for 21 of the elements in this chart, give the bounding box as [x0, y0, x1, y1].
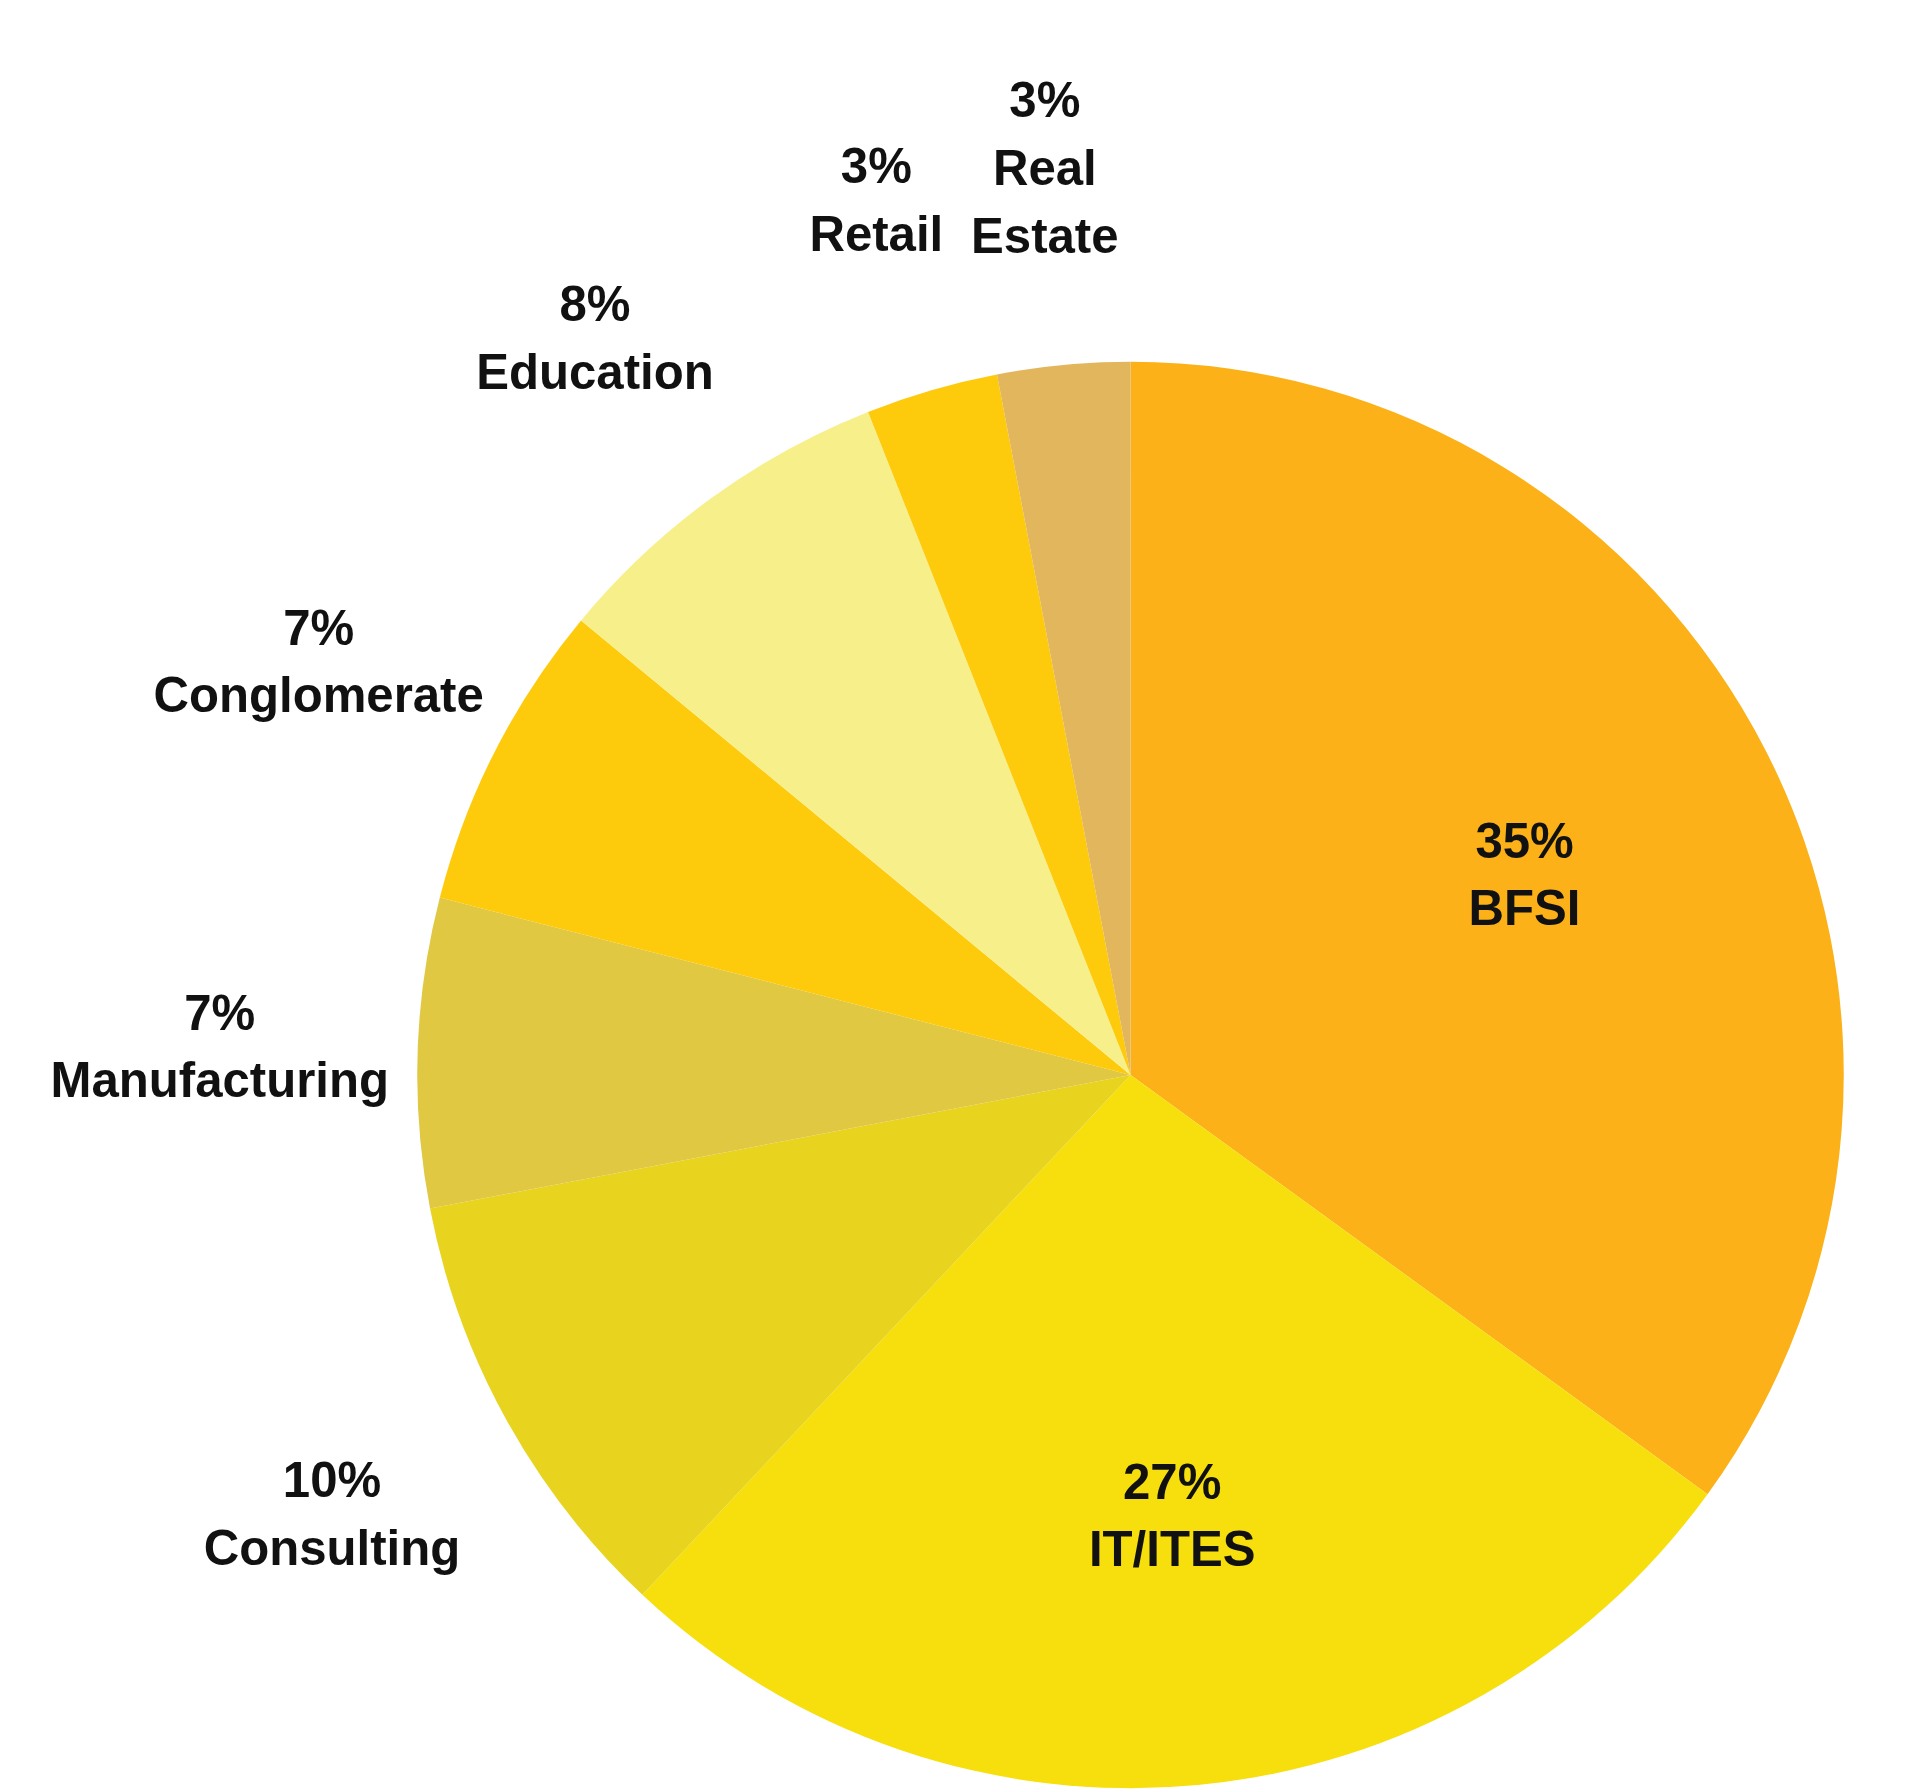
slice-label: Manufacturing: [50, 1053, 389, 1108]
slice-label: Consulting: [203, 1520, 461, 1575]
pie-slice: [996, 361, 1131, 1075]
slice-label: BFSI: [1468, 881, 1581, 936]
data-label: 35%: [1475, 813, 1574, 868]
slice-label: IT/ITES: [1088, 1522, 1256, 1577]
slice-label: Conglomerate: [153, 668, 484, 723]
slice-label: Real Estate: [971, 140, 1119, 263]
data-label: 27%: [1123, 1454, 1222, 1509]
data-label: 10%: [282, 1453, 382, 1508]
data-label: 8%: [559, 277, 631, 332]
pie-slice: [642, 1074, 1708, 1788]
pie-slice: [417, 897, 1131, 1209]
data-label: 3%: [1009, 73, 1081, 128]
slice-label: Education: [476, 344, 714, 399]
data-label: 3%: [840, 139, 912, 194]
slice-label: Retail: [809, 206, 944, 261]
pie-slice: [581, 411, 1131, 1075]
pie-slice: [868, 374, 1131, 1075]
data-label: 7%: [283, 600, 355, 655]
data-label: 7%: [184, 985, 256, 1040]
